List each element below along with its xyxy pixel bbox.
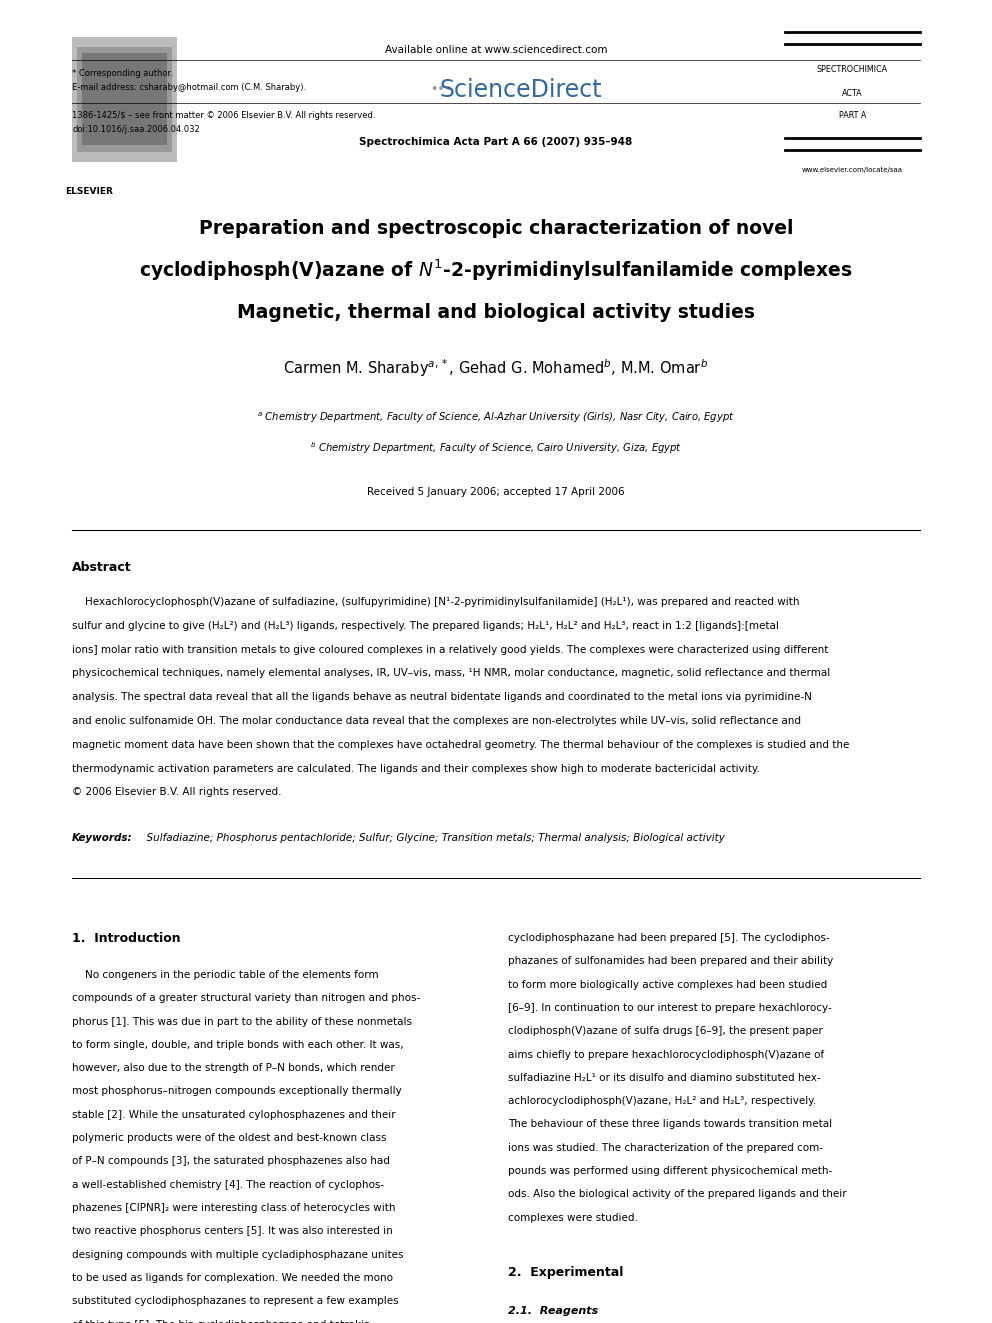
Text: phazenes [ClPNR]₂ were interesting class of heterocycles with: phazenes [ClPNR]₂ were interesting class… bbox=[72, 1203, 396, 1213]
Text: phorus [1]. This was due in part to the ability of these nonmetals: phorus [1]. This was due in part to the … bbox=[72, 1016, 412, 1027]
Text: to form single, double, and triple bonds with each other. It was,: to form single, double, and triple bonds… bbox=[72, 1040, 404, 1050]
Text: ods. Also the biological activity of the prepared ligands and their: ods. Also the biological activity of the… bbox=[509, 1189, 847, 1200]
Text: compounds of a greater structural variety than nitrogen and phos-: compounds of a greater structural variet… bbox=[72, 994, 421, 1003]
Text: sulfur and glycine to give (H₂L²) and (H₂L³) ligands, respectively. The prepared: sulfur and glycine to give (H₂L²) and (H… bbox=[72, 620, 779, 631]
Text: 2.1.  Reagents: 2.1. Reagents bbox=[509, 1306, 599, 1316]
Text: substituted cyclodiphosphazanes to represent a few examples: substituted cyclodiphosphazanes to repre… bbox=[72, 1297, 399, 1306]
Text: physicochemical techniques, namely elemental analyses, IR, UV–vis, mass, ¹H NMR,: physicochemical techniques, namely eleme… bbox=[72, 668, 830, 679]
Text: No congeners in the periodic table of the elements form: No congeners in the periodic table of th… bbox=[72, 970, 379, 980]
Text: Magnetic, thermal and biological activity studies: Magnetic, thermal and biological activit… bbox=[237, 303, 755, 321]
Text: Carmen M. Sharaby$^{a,*}$, Gehad G. Mohamed$^{b}$, M.M. Omar$^{b}$: Carmen M. Sharaby$^{a,*}$, Gehad G. Moha… bbox=[284, 357, 708, 378]
Text: ELSEVIER: ELSEVIER bbox=[65, 188, 113, 197]
Text: two reactive phosphorus centers [5]. It was also interested in: two reactive phosphorus centers [5]. It … bbox=[72, 1226, 393, 1236]
Text: most phosphorus–nitrogen compounds exceptionally thermally: most phosphorus–nitrogen compounds excep… bbox=[72, 1086, 402, 1097]
Text: doi:10.1016/j.saa.2006.04.032: doi:10.1016/j.saa.2006.04.032 bbox=[72, 126, 199, 135]
Text: to form more biologically active complexes had been studied: to form more biologically active complex… bbox=[509, 979, 827, 990]
Text: polymeric products were of the oldest and best-known class: polymeric products were of the oldest an… bbox=[72, 1132, 387, 1143]
Text: achlorocyclodiphosph(V)azane, H₂L² and H₂L³, respectively.: achlorocyclodiphosph(V)azane, H₂L² and H… bbox=[509, 1095, 816, 1106]
Text: complexes were studied.: complexes were studied. bbox=[509, 1213, 639, 1222]
Text: cyclodiphosph(V)azane of $\mathit{N}^1$-2-pyrimidinylsulfanilamide complexes: cyclodiphosph(V)azane of $\mathit{N}^1$-… bbox=[139, 257, 853, 283]
Text: of P–N compounds [3], the saturated phosphazenes also had: of P–N compounds [3], the saturated phos… bbox=[72, 1156, 390, 1167]
Text: The behaviour of these three ligands towards transition metal: The behaviour of these three ligands tow… bbox=[509, 1119, 832, 1130]
Text: Keywords:: Keywords: bbox=[72, 833, 133, 843]
Text: © 2006 Elsevier B.V. All rights reserved.: © 2006 Elsevier B.V. All rights reserved… bbox=[72, 787, 282, 798]
Text: 1386-1425/$ – see front matter © 2006 Elsevier B.V. All rights reserved.: 1386-1425/$ – see front matter © 2006 El… bbox=[72, 111, 376, 120]
Text: however, also due to the strength of P–N bonds, which render: however, also due to the strength of P–N… bbox=[72, 1064, 395, 1073]
Text: and enolic sulfonamide OH. The molar conductance data reveal that the complexes : and enolic sulfonamide OH. The molar con… bbox=[72, 716, 801, 726]
Text: •••: ••• bbox=[430, 83, 452, 97]
Text: PART A: PART A bbox=[839, 111, 866, 119]
Text: SPECTROCHIMICA: SPECTROCHIMICA bbox=[817, 66, 888, 74]
Text: sulfadiazine H₂L¹ or its disulfo and diamino substituted hex-: sulfadiazine H₂L¹ or its disulfo and dia… bbox=[509, 1073, 821, 1082]
Text: $^a$ Chemistry Department, Faculty of Science, Al-Azhar University (Girls), Nasr: $^a$ Chemistry Department, Faculty of Sc… bbox=[257, 411, 735, 425]
Text: [6–9]. In continuation to our interest to prepare hexachlorocy-: [6–9]. In continuation to our interest t… bbox=[509, 1003, 832, 1013]
Text: Available online at www.sciencedirect.com: Available online at www.sciencedirect.co… bbox=[385, 45, 607, 56]
Text: cyclodiphosphazane had been prepared [5]. The cyclodiphos-: cyclodiphosphazane had been prepared [5]… bbox=[509, 933, 830, 943]
Text: ions] molar ratio with transition metals to give coloured complexes in a relativ: ions] molar ratio with transition metals… bbox=[72, 644, 828, 655]
Text: 1.  Introduction: 1. Introduction bbox=[72, 931, 181, 945]
Text: to be used as ligands for complexation. We needed the mono: to be used as ligands for complexation. … bbox=[72, 1273, 393, 1283]
Text: Spectrochimica Acta Part A 66 (2007) 935–948: Spectrochimica Acta Part A 66 (2007) 935… bbox=[359, 138, 633, 147]
Text: www.elsevier.com/locate/saa: www.elsevier.com/locate/saa bbox=[802, 167, 903, 173]
Text: ions was studied. The characterization of the prepared com-: ions was studied. The characterization o… bbox=[509, 1143, 823, 1152]
Text: thermodynamic activation parameters are calculated. The ligands and their comple: thermodynamic activation parameters are … bbox=[72, 763, 760, 774]
Text: Sulfadiazine; Phosphorus pentachloride; Sulfur; Glycine; Transition metals; Ther: Sulfadiazine; Phosphorus pentachloride; … bbox=[140, 833, 725, 843]
Text: pounds was performed using different physicochemical meth-: pounds was performed using different phy… bbox=[509, 1166, 832, 1176]
Text: aims chiefly to prepare hexachlorocyclodiphosph(V)azane of: aims chiefly to prepare hexachlorocyclod… bbox=[509, 1049, 824, 1060]
Text: ACTA: ACTA bbox=[842, 89, 863, 98]
Text: Hexachlorocyclophosph(V)azane of sulfadiazine, (sulfupyrimidine) [N¹-2-pyrimidin: Hexachlorocyclophosph(V)azane of sulfadi… bbox=[72, 597, 800, 607]
Text: a well-established chemistry [4]. The reaction of cyclophos-: a well-established chemistry [4]. The re… bbox=[72, 1180, 384, 1189]
Bar bbox=[72, 37, 177, 161]
Text: Received 5 January 2006; accepted 17 April 2006: Received 5 January 2006; accepted 17 Apr… bbox=[367, 487, 625, 497]
Bar bbox=[82, 53, 167, 146]
Text: Preparation and spectroscopic characterization of novel: Preparation and spectroscopic characteri… bbox=[198, 218, 794, 238]
Text: analysis. The spectral data reveal that all the ligands behave as neutral bident: analysis. The spectral data reveal that … bbox=[72, 692, 811, 703]
Text: clodiphosph(V)azane of sulfa drugs [6–9], the present paper: clodiphosph(V)azane of sulfa drugs [6–9]… bbox=[509, 1027, 823, 1036]
Text: E-mail address: csharaby@hotmail.com (C.M. Sharaby).: E-mail address: csharaby@hotmail.com (C.… bbox=[72, 83, 307, 93]
Text: of this type [5]. The bis-cyclodiphosphazane and tetrakis-: of this type [5]. The bis-cyclodiphospha… bbox=[72, 1319, 373, 1323]
Text: ScienceDirect: ScienceDirect bbox=[439, 78, 602, 102]
Text: stable [2]. While the unsaturated cylophosphazenes and their: stable [2]. While the unsaturated cyloph… bbox=[72, 1110, 396, 1119]
Bar bbox=[77, 48, 172, 152]
Text: phazanes of sulfonamides had been prepared and their ability: phazanes of sulfonamides had been prepar… bbox=[509, 957, 833, 966]
Text: magnetic moment data have been shown that the complexes have octahedral geometry: magnetic moment data have been shown tha… bbox=[72, 740, 849, 750]
Text: 2.  Experimental: 2. Experimental bbox=[509, 1266, 624, 1279]
Text: designing compounds with multiple cycladiphosphazane unites: designing compounds with multiple cyclad… bbox=[72, 1250, 404, 1259]
Text: * Corresponding author.: * Corresponding author. bbox=[72, 70, 173, 78]
Text: $^b$ Chemistry Department, Faculty of Science, Cairo University, Giza, Egypt: $^b$ Chemistry Department, Faculty of Sc… bbox=[310, 441, 682, 456]
Text: Abstract: Abstract bbox=[72, 561, 132, 574]
